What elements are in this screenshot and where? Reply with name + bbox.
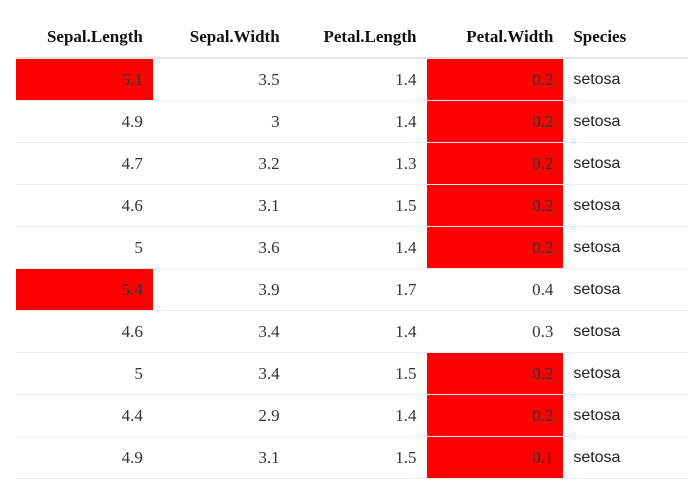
- header-row: Sepal.Length Sepal.Width Petal.Length Petal…: [16, 17, 688, 59]
- column-header: Sepal.Width: [152, 17, 290, 59]
- numeric-cell: 3.5: [152, 58, 290, 101]
- column-header: Sepal.Length: [16, 17, 153, 59]
- numeric-cell: 0.3: [426, 310, 564, 353]
- species-cell: setosa: [563, 226, 688, 269]
- species-cell: setosa: [563, 58, 688, 101]
- table-row: 4.6 3.4 1.4 0.3 setosa: [16, 310, 688, 353]
- numeric-cell: 2.9: [152, 394, 290, 437]
- numeric-cell: 0.2: [426, 142, 564, 185]
- numeric-cell: 0.2: [426, 58, 564, 101]
- numeric-cell: 0.2: [426, 184, 564, 227]
- table-row: 5.4 3.9 1.7 0.4 setosa: [16, 268, 688, 311]
- numeric-cell: 0.2: [426, 226, 564, 269]
- table-body: 5.1 3.5 1.4 0.2 setosa 4.9 3 1.4 0.2 setosa 4.7 3.2…: [16, 58, 688, 479]
- species-cell: setosa: [563, 310, 688, 353]
- numeric-cell: 1.5: [289, 352, 427, 395]
- species-cell: setosa: [563, 184, 688, 227]
- numeric-cell: 4.4: [16, 394, 153, 437]
- numeric-cell: 3.4: [152, 310, 290, 353]
- column-header: Petal.Width: [426, 17, 564, 59]
- numeric-cell: 0.1: [426, 436, 564, 479]
- column-header: Species: [563, 17, 688, 59]
- numeric-cell: 1.4: [289, 310, 427, 353]
- numeric-cell: 1.4: [289, 394, 427, 437]
- numeric-cell: 4.6: [16, 184, 153, 227]
- numeric-cell: 0.2: [426, 394, 564, 437]
- table-row: 4.9 3 1.4 0.2 setosa: [16, 100, 688, 143]
- species-cell: setosa: [563, 100, 688, 143]
- numeric-cell: 1.4: [289, 58, 427, 101]
- species-cell: setosa: [563, 142, 688, 185]
- numeric-cell: 3.4: [152, 352, 290, 395]
- numeric-cell: 4.9: [16, 436, 153, 479]
- numeric-cell: 1.7: [289, 268, 427, 311]
- numeric-cell: 0.4: [426, 268, 564, 311]
- numeric-cell: 4.6: [16, 310, 153, 353]
- numeric-cell: 1.3: [289, 142, 427, 185]
- numeric-cell: 5: [16, 352, 153, 395]
- table-row: 4.4 2.9 1.4 0.2 setosa: [16, 394, 688, 437]
- numeric-cell: 3.9: [152, 268, 290, 311]
- table-row: 4.7 3.2 1.3 0.2 setosa: [16, 142, 688, 185]
- numeric-cell: 1.5: [289, 184, 427, 227]
- species-cell: setosa: [563, 268, 688, 311]
- data-table: Sepal.Length Sepal.Width Petal.Length Petal…: [16, 17, 688, 479]
- numeric-cell: 3.1: [152, 184, 290, 227]
- numeric-cell: 5.4: [16, 268, 153, 311]
- table-row: 4.6 3.1 1.5 0.2 setosa: [16, 184, 688, 227]
- table-row: 5 3.6 1.4 0.2 setosa: [16, 226, 688, 269]
- numeric-cell: 3: [152, 100, 290, 143]
- numeric-cell: 1.4: [289, 226, 427, 269]
- numeric-cell: 3.2: [152, 142, 290, 185]
- numeric-cell: 4.9: [16, 100, 153, 143]
- table-row: 5.1 3.5 1.4 0.2 setosa: [16, 58, 688, 101]
- species-cell: setosa: [563, 394, 688, 437]
- numeric-cell: 1.4: [289, 100, 427, 143]
- species-cell: setosa: [563, 436, 688, 479]
- numeric-cell: 5: [16, 226, 153, 269]
- numeric-cell: 3.1: [152, 436, 290, 479]
- column-header: Petal.Length: [289, 17, 427, 59]
- species-cell: setosa: [563, 352, 688, 395]
- numeric-cell: 0.2: [426, 100, 564, 143]
- numeric-cell: 0.2: [426, 352, 564, 395]
- numeric-cell: 1.5: [289, 436, 427, 479]
- numeric-cell: 5.1: [16, 58, 153, 101]
- numeric-cell: 4.7: [16, 142, 153, 185]
- table-row: 4.9 3.1 1.5 0.1 setosa: [16, 436, 688, 479]
- numeric-cell: 3.6: [152, 226, 290, 269]
- table-row: 5 3.4 1.5 0.2 setosa: [16, 352, 688, 395]
